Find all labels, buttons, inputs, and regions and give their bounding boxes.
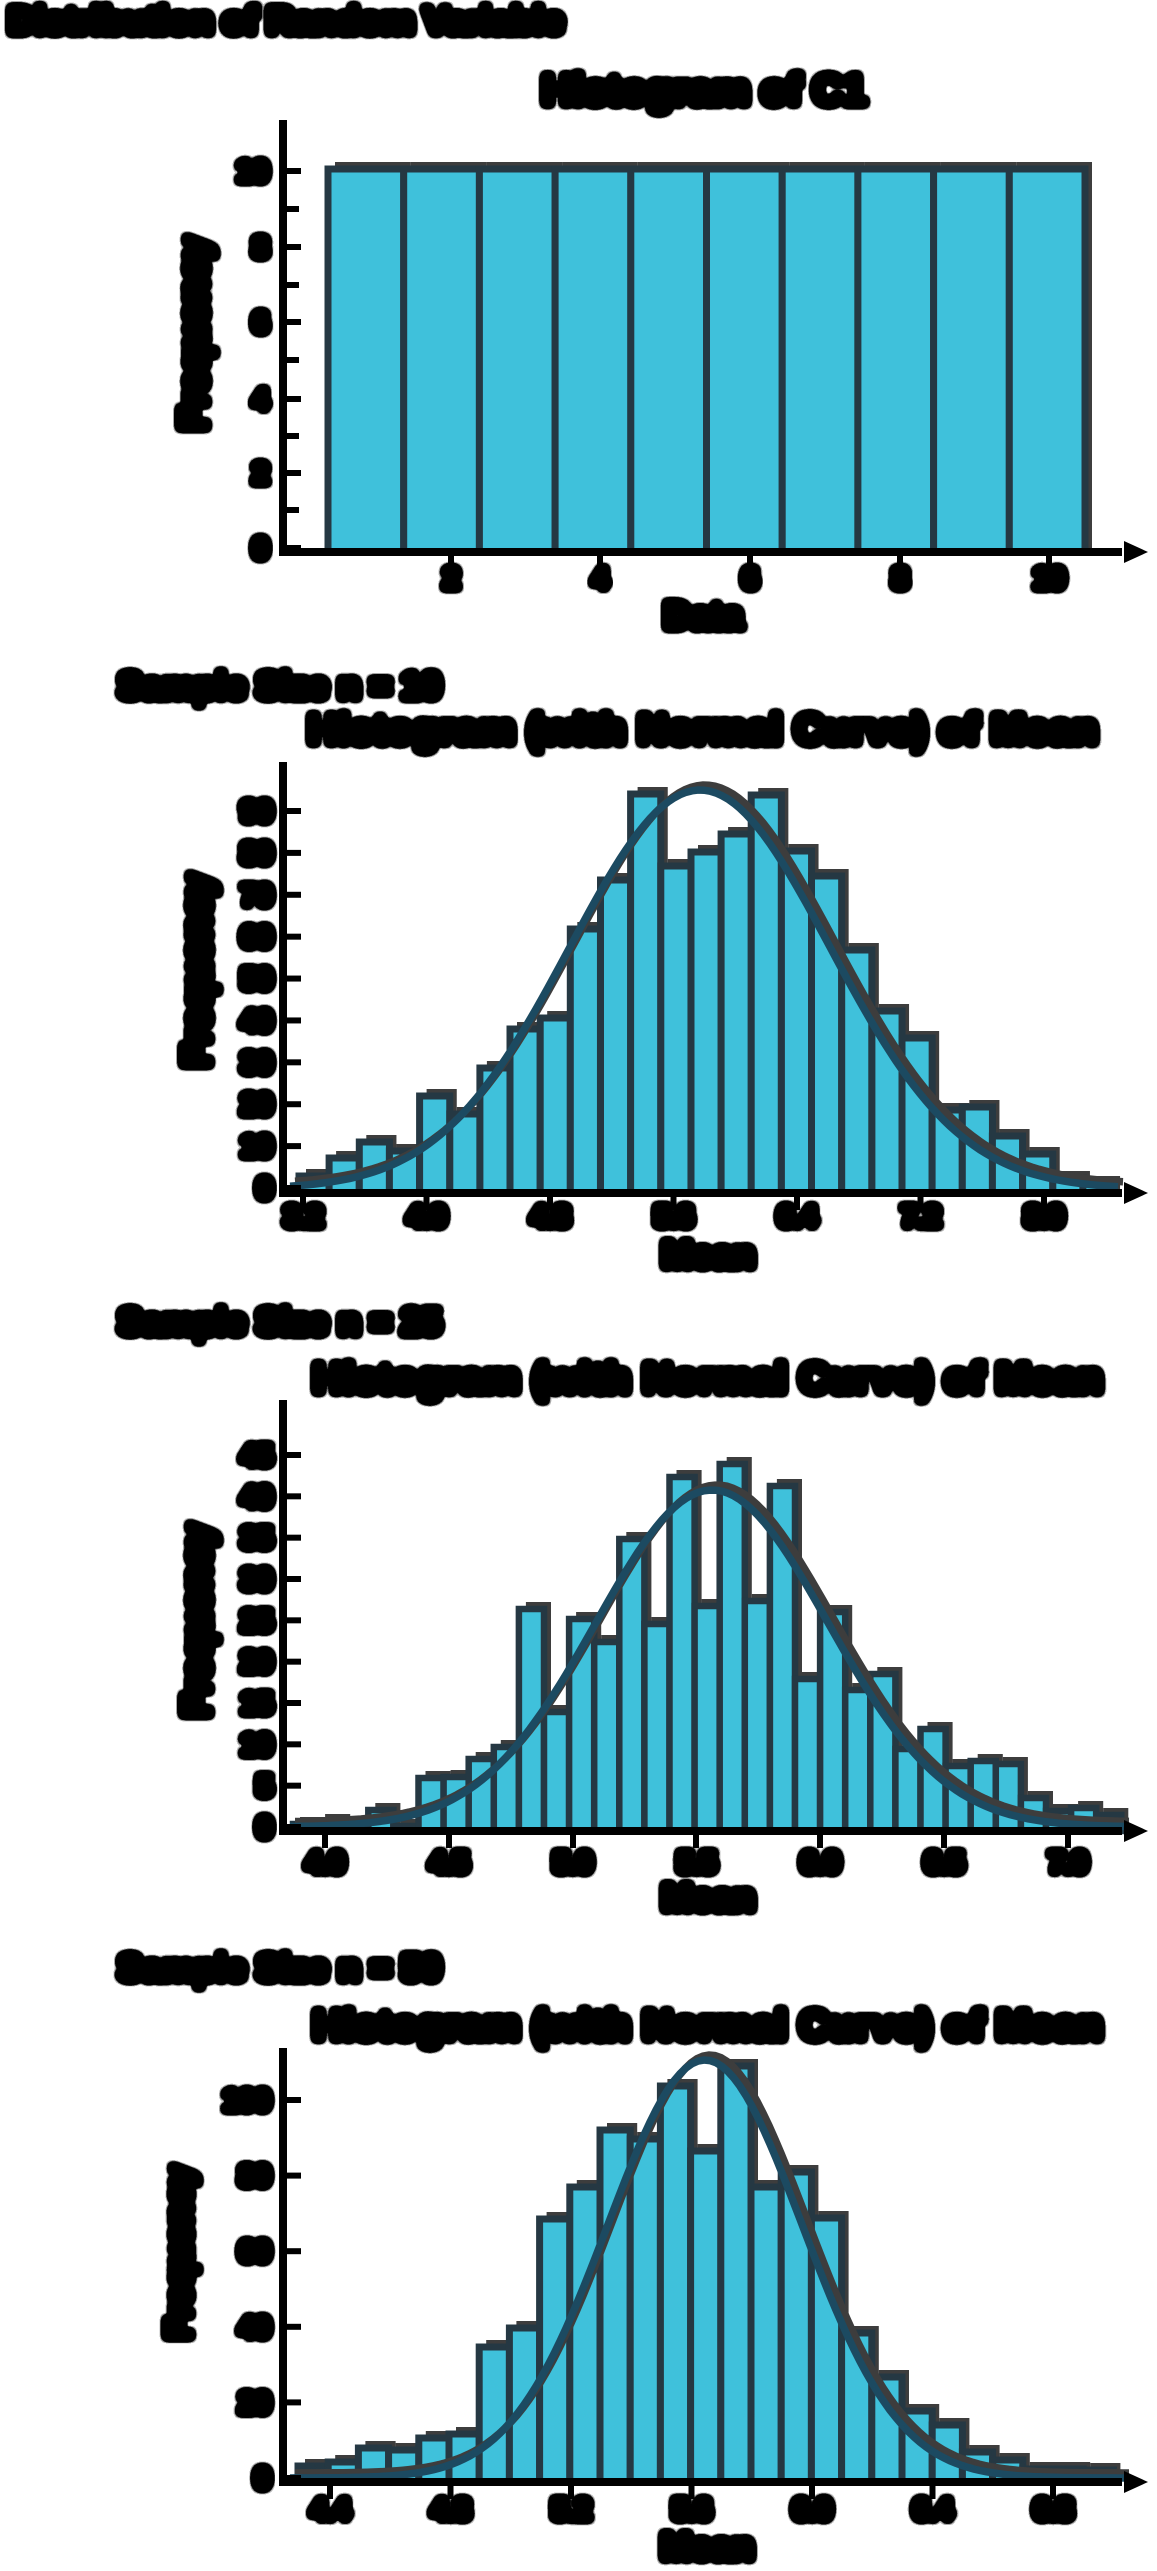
svg-text:20: 20: [241, 1089, 272, 1121]
svg-text:Histogram (with Normal Curve): Histogram (with Normal Curve) of Mean: [313, 1355, 1103, 1401]
svg-text:0: 0: [256, 1173, 272, 1205]
svg-text:5.6: 5.6: [654, 1201, 693, 1233]
svg-text:Histogram (with Normal Curve): Histogram (with Normal Curve) of Mean: [313, 2002, 1103, 2048]
svg-text:2: 2: [252, 458, 268, 490]
svg-text:40: 40: [241, 1005, 272, 1037]
svg-text:25: 25: [241, 1605, 273, 1637]
svg-text:Sample Size n = 10: Sample Size n = 10: [118, 665, 441, 706]
svg-text:4.4: 4.4: [311, 2494, 350, 2526]
svg-text:0: 0: [254, 2463, 270, 2495]
svg-text:30: 30: [241, 1564, 272, 1596]
svg-text:6: 6: [252, 307, 268, 339]
svg-text:5.2: 5.2: [552, 2494, 591, 2526]
svg-text:80: 80: [241, 838, 272, 870]
svg-text:4.8: 4.8: [431, 2494, 470, 2526]
svg-text:4.5: 4.5: [429, 1847, 468, 1879]
svg-text:10: 10: [237, 156, 268, 188]
svg-text:40: 40: [239, 2312, 270, 2344]
svg-text:Frequency: Frequency: [172, 236, 216, 431]
svg-text:30: 30: [241, 1047, 272, 1079]
svg-text:100: 100: [223, 2085, 270, 2117]
svg-text:2: 2: [443, 563, 459, 595]
svg-text:20: 20: [239, 2387, 270, 2419]
svg-text:8: 8: [252, 232, 268, 264]
svg-text:50: 50: [241, 964, 272, 996]
svg-text:Mean: Mean: [662, 1877, 755, 1918]
svg-text:4.0: 4.0: [407, 1201, 446, 1233]
svg-text:5.6: 5.6: [672, 2494, 711, 2526]
svg-text:6.0: 6.0: [801, 1847, 840, 1879]
svg-text:10: 10: [241, 1131, 272, 1163]
svg-text:90: 90: [241, 796, 272, 828]
svg-text:8.0: 8.0: [1025, 1201, 1064, 1233]
svg-text:4.0: 4.0: [306, 1847, 345, 1879]
svg-text:6: 6: [742, 563, 758, 595]
svg-text:Distribution of Random Variabl: Distribution of Random Variable: [8, 0, 563, 41]
svg-text:35: 35: [241, 1523, 273, 1555]
svg-text:Frequency: Frequency: [175, 873, 219, 1068]
svg-text:Frequency: Frequency: [158, 2165, 199, 2339]
svg-text:Mean: Mean: [662, 1234, 755, 1275]
svg-text:4.8: 4.8: [531, 1201, 570, 1233]
svg-text:70: 70: [241, 880, 272, 912]
svg-text:40: 40: [241, 1481, 272, 1513]
svg-text:15: 15: [241, 1688, 273, 1720]
svg-text:5.0: 5.0: [553, 1847, 592, 1879]
svg-text:10: 10: [1033, 563, 1064, 595]
svg-text:6.8: 6.8: [1034, 2494, 1073, 2526]
svg-text:Mean: Mean: [661, 2526, 754, 2567]
svg-text:Histogram (with Normal Curve): Histogram (with Normal Curve) of Mean: [308, 706, 1098, 752]
svg-text:7.0: 7.0: [1048, 1847, 1087, 1879]
svg-text:8: 8: [892, 563, 908, 595]
svg-text:6.4: 6.4: [913, 2494, 952, 2526]
svg-text:6.0: 6.0: [793, 2494, 832, 2526]
svg-text:Histogram of C1: Histogram of C1: [542, 66, 866, 113]
svg-text:Frequency: Frequency: [175, 1523, 219, 1718]
svg-text:6.5: 6.5: [925, 1847, 964, 1879]
svg-text:Sample Size n = 50: Sample Size n = 50: [118, 1947, 441, 1988]
svg-text:45: 45: [241, 1440, 273, 1472]
svg-text:5.5: 5.5: [677, 1847, 716, 1879]
svg-text:5: 5: [256, 1771, 272, 1803]
svg-text:0: 0: [252, 533, 268, 565]
svg-text:0: 0: [256, 1812, 272, 1844]
svg-text:7.2: 7.2: [901, 1201, 940, 1233]
svg-text:10: 10: [241, 1729, 272, 1761]
svg-text:20: 20: [241, 1647, 272, 1679]
svg-text:Sample Size n = 25: Sample Size n = 25: [118, 1301, 441, 1342]
svg-text:6.4: 6.4: [778, 1201, 817, 1233]
svg-text:60: 60: [241, 922, 272, 954]
svg-text:4: 4: [592, 563, 608, 595]
svg-text:4: 4: [252, 384, 268, 416]
svg-text:3.2: 3.2: [284, 1201, 323, 1233]
svg-text:Data: Data: [664, 595, 743, 636]
svg-text:80: 80: [239, 2161, 270, 2193]
svg-text:60: 60: [239, 2236, 270, 2268]
